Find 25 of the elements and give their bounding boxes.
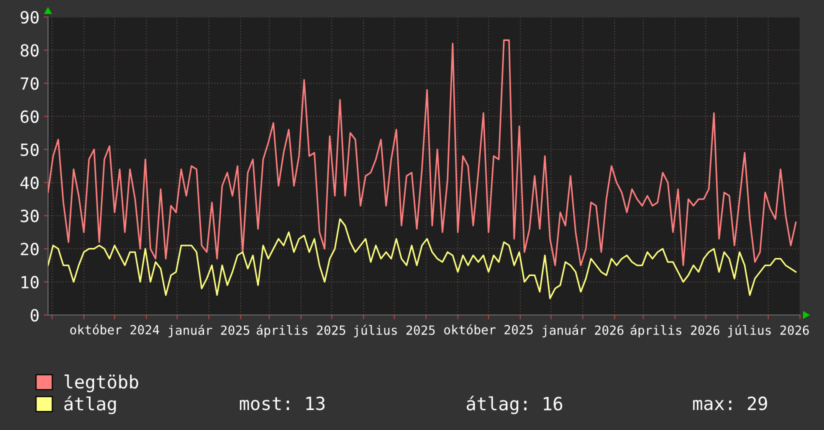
y-tick-label: 50 <box>20 143 39 156</box>
x-tick-label: január 2026 <box>542 324 624 338</box>
y-tick-label: 0 <box>30 309 39 322</box>
x-tick-label: január 2025 <box>168 324 250 338</box>
y-tick-label: 60 <box>20 110 39 123</box>
x-tick-label: április 2026 <box>630 324 720 338</box>
line-series <box>48 218 797 300</box>
x-tick-label: október 2025 <box>444 324 533 334</box>
text: átlag: 16 <box>466 396 562 414</box>
x-tick-label: július 2026 <box>728 324 809 338</box>
y-tick-label: 90 <box>20 11 39 24</box>
y-tick-label: 80 <box>20 44 39 57</box>
legend-label: átlag <box>64 396 116 414</box>
y-tick-label: 20 <box>20 242 39 256</box>
y-tick-label: 40 <box>20 176 39 190</box>
text: max: 29 <box>693 396 768 410</box>
legend-label: legtöbb <box>64 374 138 392</box>
y-tick-label: 30 <box>20 210 39 222</box>
line-series <box>48 39 797 266</box>
y-tick-label: 10 <box>22 276 39 288</box>
x-tick-label: július 2025 <box>354 324 435 338</box>
x-tick-label: október 2024 <box>70 324 160 334</box>
text: most: 13 <box>240 396 325 410</box>
x-tick-label: április 2025 <box>256 324 346 338</box>
y-tick-label: 70 <box>20 77 39 90</box>
